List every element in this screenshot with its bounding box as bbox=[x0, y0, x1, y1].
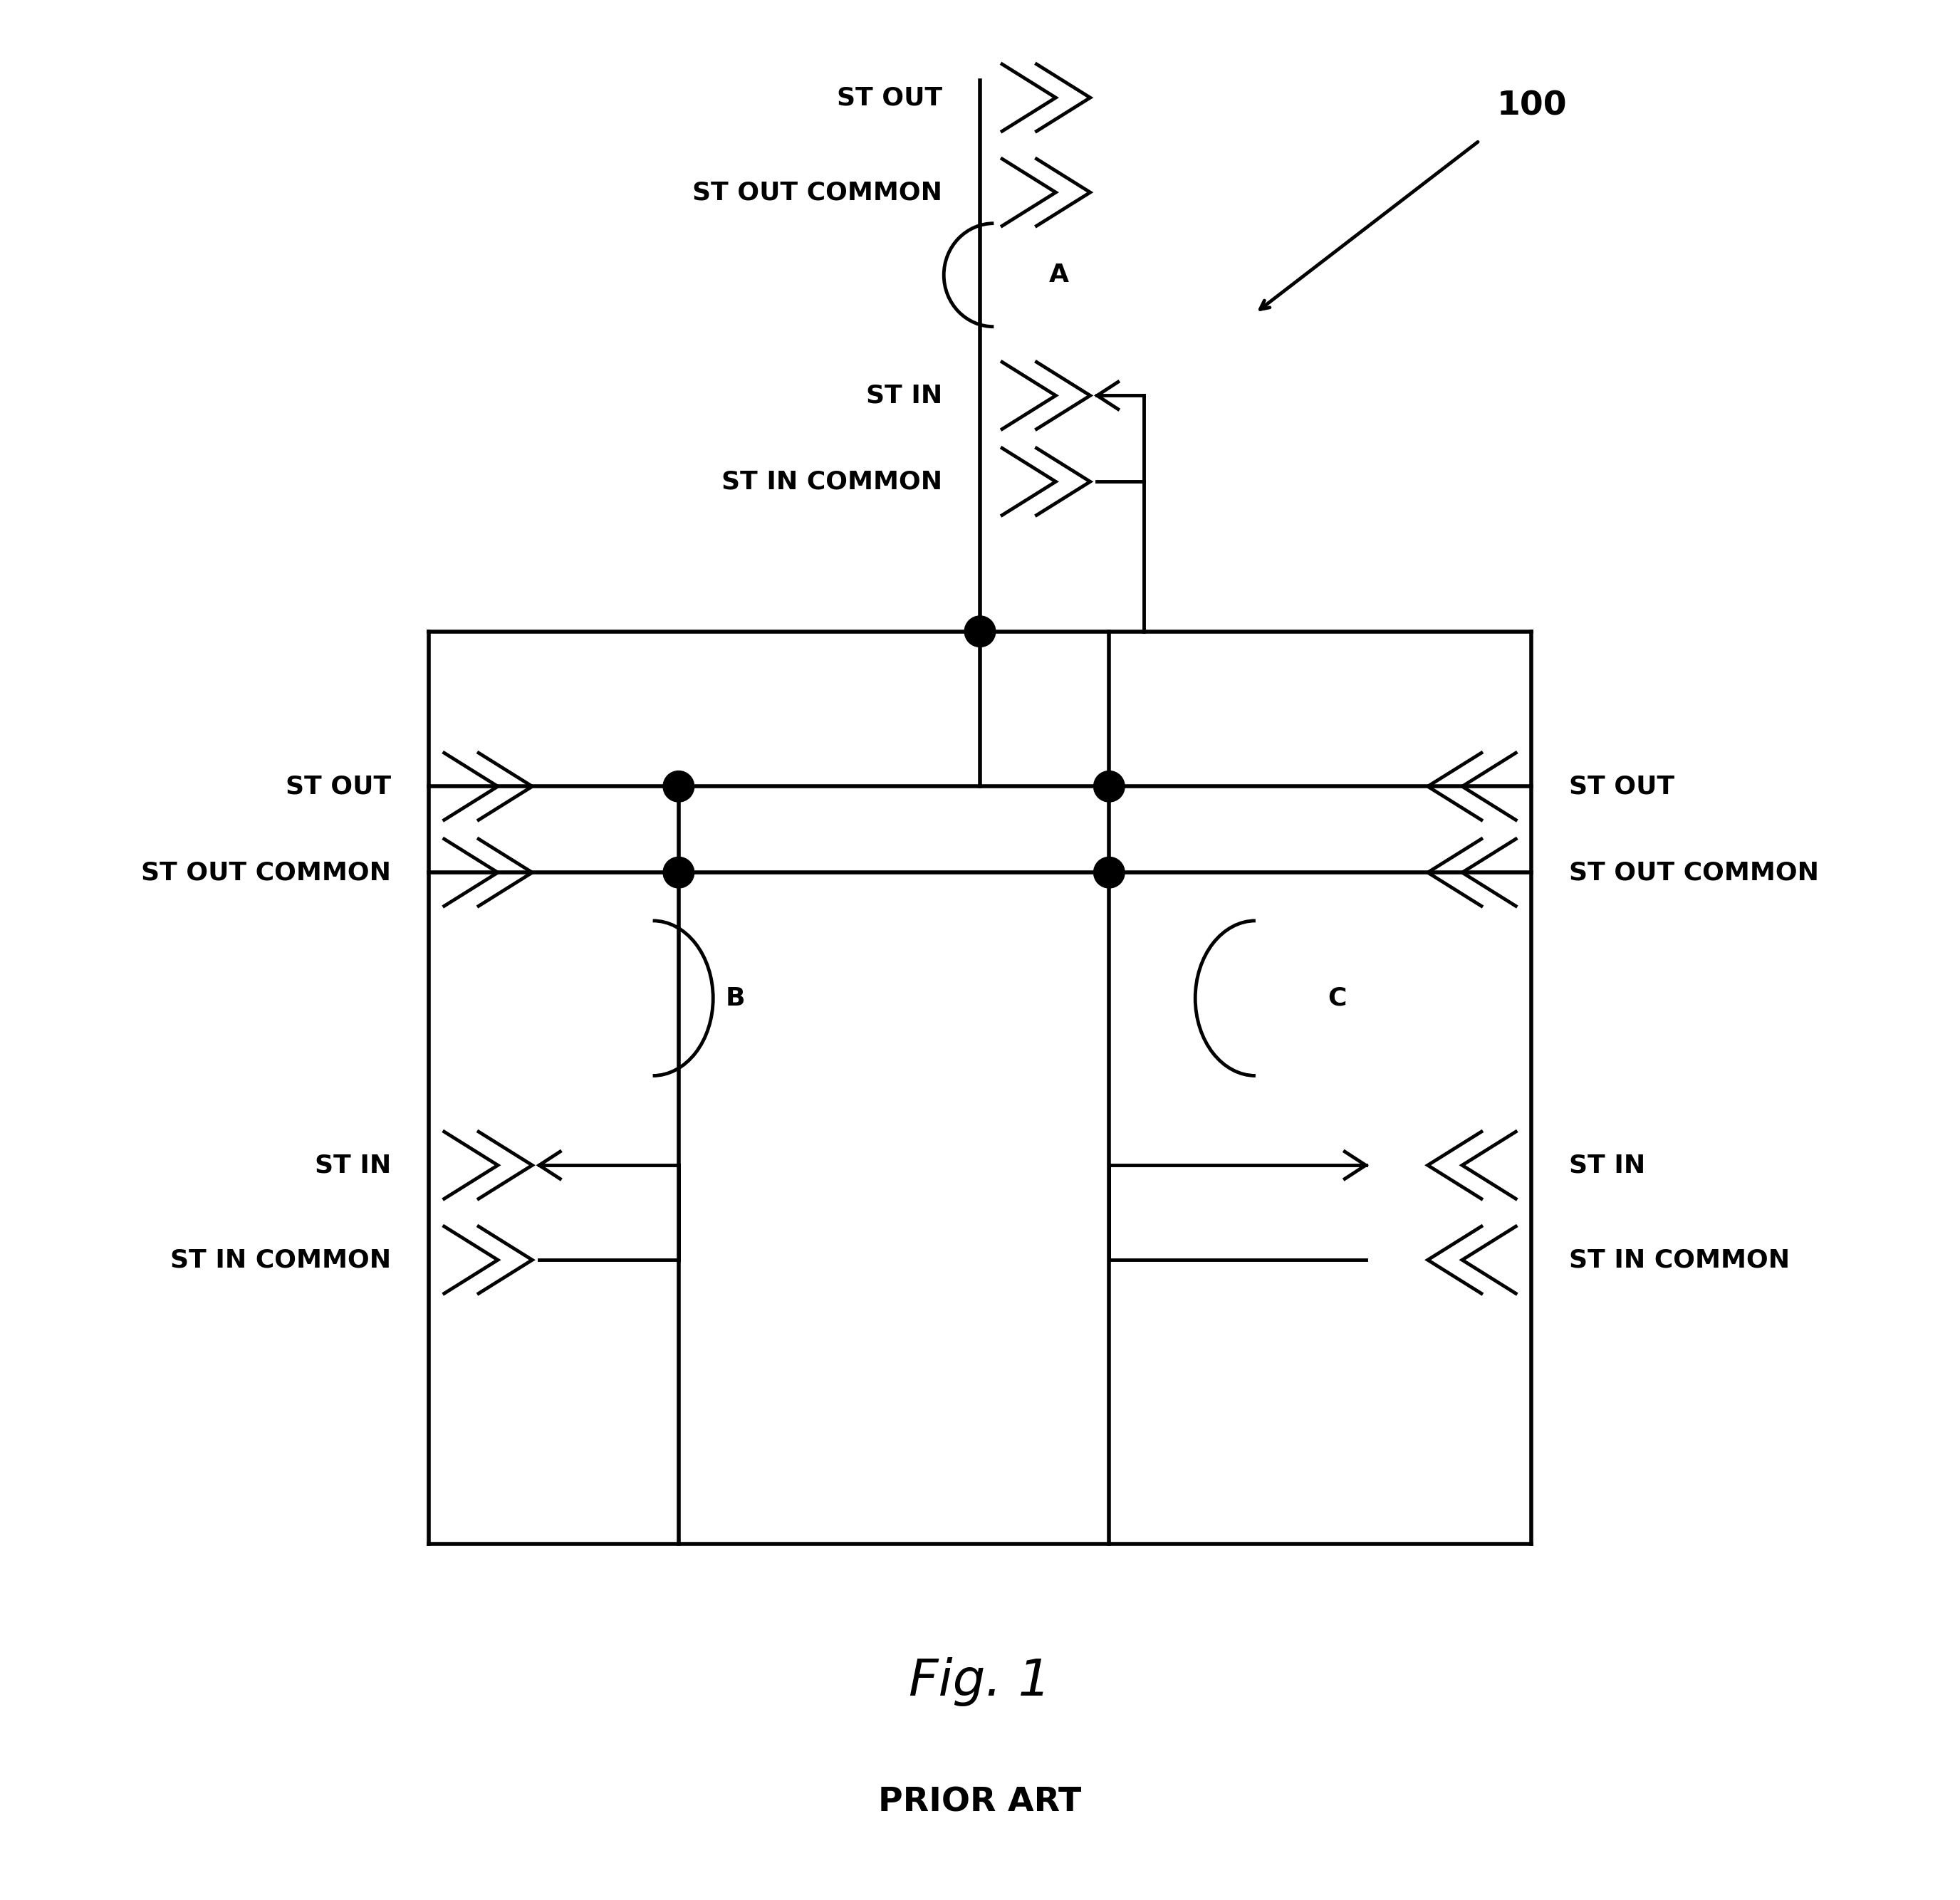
Circle shape bbox=[964, 616, 996, 646]
Text: ST OUT COMMON: ST OUT COMMON bbox=[1568, 861, 1819, 885]
Text: ST OUT: ST OUT bbox=[1568, 775, 1674, 798]
Circle shape bbox=[1094, 857, 1125, 887]
Text: ST IN COMMON: ST IN COMMON bbox=[171, 1248, 392, 1271]
Text: ST IN COMMON: ST IN COMMON bbox=[1568, 1248, 1789, 1271]
Text: A: A bbox=[1049, 262, 1068, 287]
Text: ST OUT: ST OUT bbox=[837, 86, 943, 110]
Text: ST IN: ST IN bbox=[316, 1153, 392, 1178]
Text: 100: 100 bbox=[1497, 91, 1566, 122]
Circle shape bbox=[662, 771, 694, 802]
Text: C: C bbox=[1327, 986, 1347, 1011]
Text: ST OUT COMMON: ST OUT COMMON bbox=[692, 180, 943, 205]
Circle shape bbox=[662, 857, 694, 887]
Text: B: B bbox=[725, 986, 745, 1011]
Text: ST IN: ST IN bbox=[1568, 1153, 1644, 1178]
Text: ST OUT COMMON: ST OUT COMMON bbox=[141, 861, 392, 885]
Text: ST IN COMMON: ST IN COMMON bbox=[721, 469, 943, 494]
Text: ST OUT: ST OUT bbox=[286, 775, 392, 798]
Text: PRIOR ART: PRIOR ART bbox=[878, 1786, 1082, 1818]
Text: Fig. 1: Fig. 1 bbox=[909, 1657, 1051, 1706]
Circle shape bbox=[1094, 771, 1125, 802]
Text: ST IN: ST IN bbox=[866, 384, 943, 408]
